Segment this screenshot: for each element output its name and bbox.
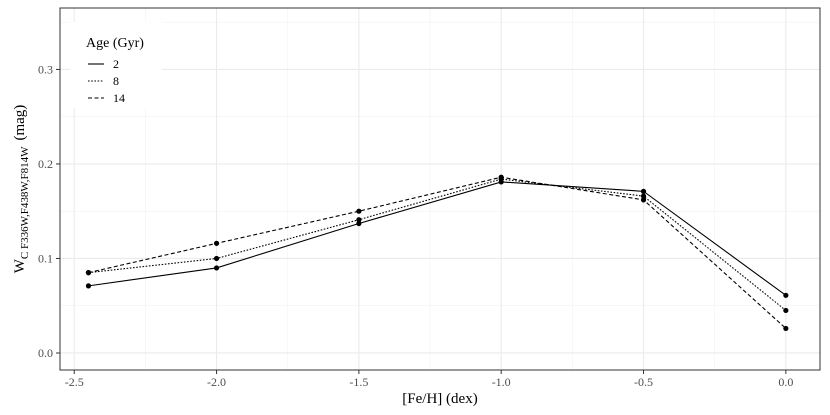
data-point-8 [356,217,362,223]
legend-items: 2 8 14 [88,57,125,105]
y-axis-title-main: W [12,258,28,273]
x-tick-label: -2.5 [65,375,84,389]
legend-background [70,22,162,108]
data-point-2 [640,188,647,194]
legend: Age (Gyr) 2 8 14 [70,22,162,108]
data-point-14 [783,325,789,332]
y-axis-title-subscript: C F336W,F438W,F814W [19,146,31,259]
data-point-8 [640,193,647,199]
y-tick-label: 0.3 [38,62,53,76]
legend-label-8: 8 [113,74,119,88]
data-point-8 [783,307,789,314]
x-tick-label: -1.5 [349,375,368,389]
y-tick-label: 0.1 [38,251,53,265]
x-tick-label: -2.0 [207,375,226,389]
data-point-2 [783,292,789,298]
x-axis: -2.5 -2.0 -1.5 -1.0 -0.5 0.0 [65,370,793,389]
x-tick-label: 0.0 [778,375,793,389]
y-tick-label: 0.0 [38,346,53,360]
series-line-2 [88,181,787,296]
x-tick-label: -1.0 [492,375,511,389]
data-point-14 [356,208,362,214]
data-point-8 [213,255,220,262]
plot-border [59,7,821,371]
data-point-2 [85,283,92,289]
y-axis-title-unit: (mag) [12,105,28,141]
data-point-2 [213,265,220,271]
legend-title: Age (Gyr) [86,36,144,51]
y-axis: 0.0 0.1 0.2 0.3 [38,62,60,360]
x-axis-title: [Fe/H] (dex) [402,391,477,407]
data-point-14 [213,240,220,246]
plot-panel [60,8,820,370]
data-point-14 [498,174,504,180]
svg-text:WC F336W,F438W,F814W(mag): WC F336W,F438W,F814W (mag) [12,105,31,274]
x-tick-label: -0.5 [634,375,653,389]
y-tick-label: 0.2 [38,157,53,171]
minor-gridlines [60,8,820,370]
data-point-14 [640,197,647,203]
data-point-2 [356,220,362,227]
series-line-8 [88,178,787,311]
legend-label-2: 2 [113,57,119,71]
y-axis-title: WC F336W,F438W,F814W (mag) [12,105,31,274]
series-layer [85,174,789,332]
series-line-14 [88,176,787,329]
data-point-14 [85,270,92,276]
legend-label-14: 14 [113,91,125,105]
